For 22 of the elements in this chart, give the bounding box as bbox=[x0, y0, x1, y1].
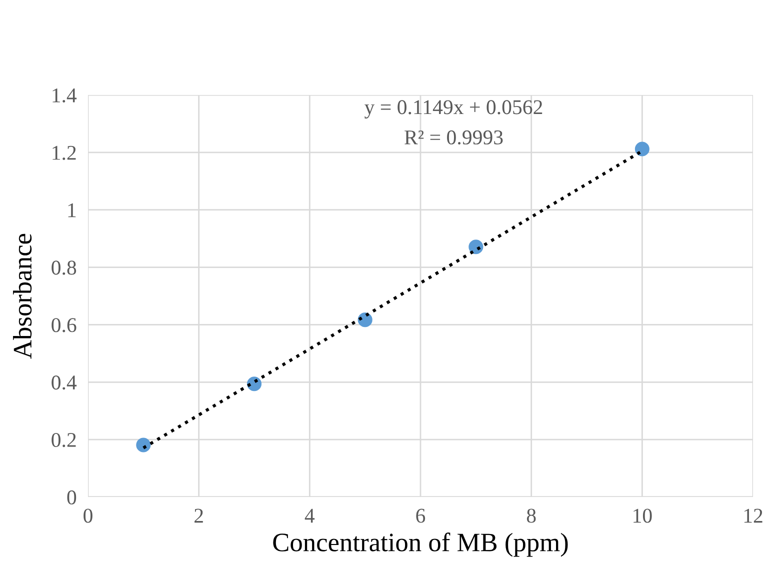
x-tick-label: 8 bbox=[526, 508, 536, 523]
y-tick-label: 0.6 bbox=[52, 318, 76, 332]
point bbox=[634, 142, 650, 156]
x-tick-label: 4 bbox=[304, 508, 315, 523]
annotation: y = 0.1149x + 0.0562 bbox=[364, 100, 542, 119]
annotation: R² = 0.9993 bbox=[404, 130, 503, 145]
x-tick-label: 6 bbox=[416, 508, 426, 523]
point bbox=[468, 240, 484, 254]
y-tick-label: 1 bbox=[68, 203, 76, 218]
x-tick-label: 2 bbox=[194, 508, 203, 523]
x-tick-label: 0 bbox=[84, 508, 92, 523]
y-axis-title: Absorbance bbox=[13, 234, 32, 359]
y-tick-label: 0.4 bbox=[52, 376, 77, 390]
y-tick-label: 0.8 bbox=[52, 260, 76, 275]
y-tick-label: 0 bbox=[67, 490, 76, 504]
y-tick-label: 1.2 bbox=[52, 146, 76, 160]
x-tick-label: 12 bbox=[744, 508, 762, 523]
x-axis-title: Concentration of MB (ppm) bbox=[273, 532, 568, 557]
y-tick-label: 0.2 bbox=[52, 432, 76, 448]
point bbox=[136, 438, 151, 452]
x-tick-label: 10 bbox=[634, 508, 652, 523]
y-tick-label: 1.4 bbox=[52, 88, 77, 103]
